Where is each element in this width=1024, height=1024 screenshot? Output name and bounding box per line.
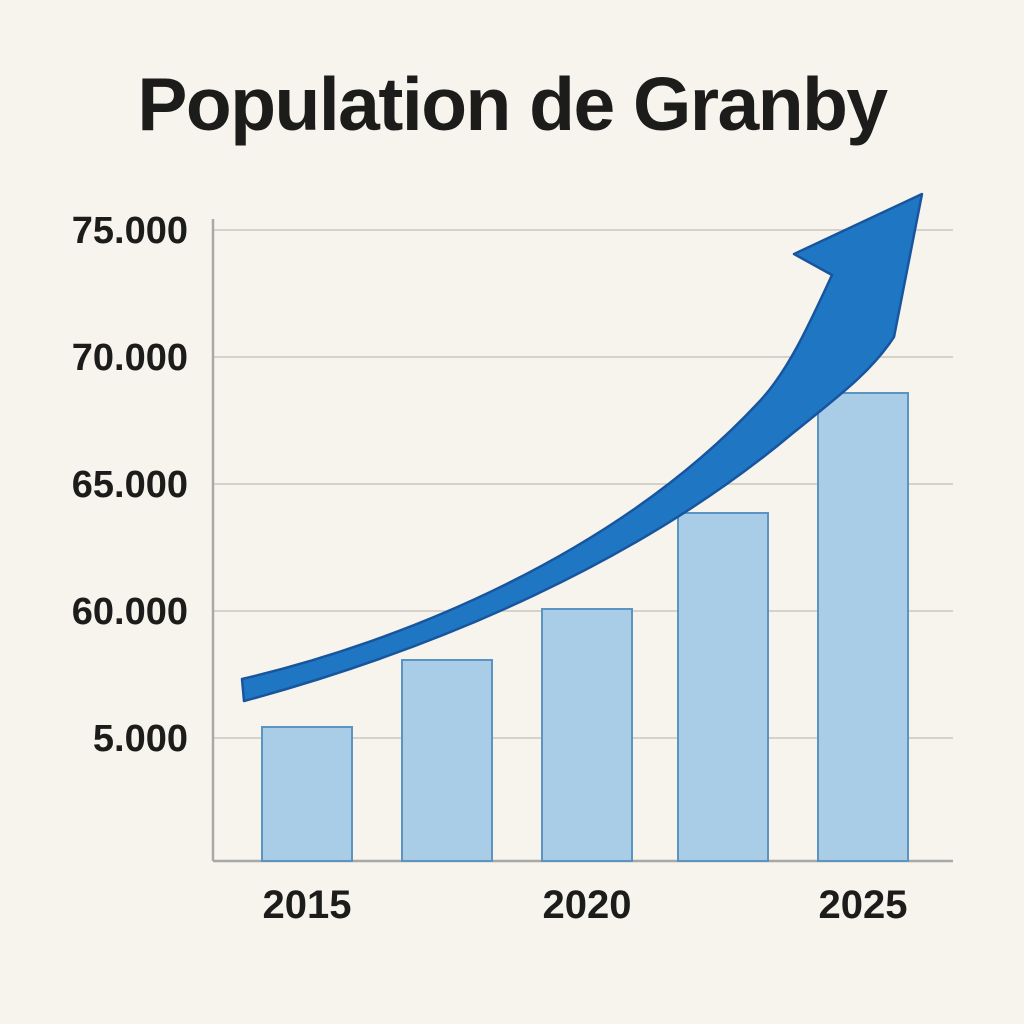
svg-text:70.000: 70.000	[72, 337, 188, 379]
svg-text:65.000: 65.000	[72, 464, 188, 506]
svg-text:2020: 2020	[543, 883, 632, 927]
svg-text:2015: 2015	[263, 883, 352, 927]
svg-text:60.000: 60.000	[72, 591, 188, 633]
svg-text:2025: 2025	[819, 883, 908, 927]
svg-text:5.000: 5.000	[93, 718, 188, 760]
svg-text:75.000: 75.000	[72, 210, 188, 252]
